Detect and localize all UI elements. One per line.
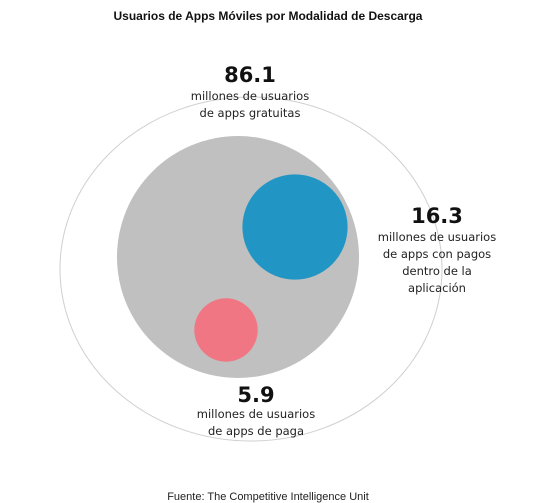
- description-line-in-app-purchase: aplicación: [408, 281, 466, 295]
- bubble-paid-apps: [194, 298, 258, 362]
- description-line-free-apps: millones de usuarios: [191, 89, 309, 103]
- description-line-in-app-purchase: de apps con pagos: [383, 247, 491, 261]
- source-note: Fuente: The Competitive Intelligence Uni…: [167, 491, 369, 503]
- description-line-free-apps: de apps gratuitas: [200, 106, 301, 120]
- description-line-in-app-purchase: dentro de la: [402, 264, 472, 278]
- value-label-paid-apps: 5.9: [237, 383, 274, 407]
- value-label-free-apps: 86.1: [224, 63, 276, 87]
- description-line-paid-apps: de apps de paga: [208, 424, 304, 438]
- chart-title: Usuarios de Apps Móviles por Modalidad d…: [113, 9, 423, 23]
- description-line-in-app-purchase: millones de usuarios: [378, 230, 496, 244]
- value-label-in-app-purchase: 16.3: [411, 204, 463, 228]
- description-line-paid-apps: millones de usuarios: [197, 407, 315, 421]
- outer-ring: [59, 96, 443, 442]
- bubble-in-app-purchase: [242, 174, 348, 280]
